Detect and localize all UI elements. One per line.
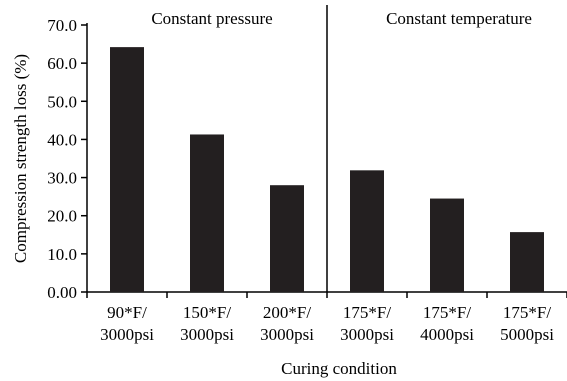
x-axis: [86, 291, 567, 298]
y-tick-label: 0.00: [47, 283, 77, 302]
y-tick-label: 70.0: [47, 16, 77, 35]
bar: [510, 232, 544, 292]
x-tick-label: 200*F/3000psi: [260, 303, 314, 344]
y-axis-label: Compression strength loss (%): [11, 54, 30, 263]
x-tick-label: 150*F/3000psi: [180, 303, 234, 344]
y-tick-label: 30.0: [47, 169, 77, 188]
x-tick-labels: 90*F/3000psi 150*F/3000psi 200*F/3000psi 17…: [100, 303, 554, 344]
y-tick-label: 20.0: [47, 207, 77, 226]
group-label-constant-pressure: Constant pressure: [151, 9, 272, 28]
y-tick-label: 60.0: [47, 54, 77, 73]
bar: [350, 170, 384, 292]
x-tick-label: 175*F/4000psi: [420, 303, 474, 344]
x-tick-label: 90*F/3000psi: [100, 303, 154, 344]
x-axis-label: Curing condition: [281, 359, 397, 378]
group-label-constant-temperature: Constant temperature: [386, 9, 532, 28]
bar: [190, 134, 224, 292]
bar: [430, 198, 464, 292]
y-tick-label: 50.0: [47, 92, 77, 111]
bars: [110, 47, 544, 292]
bar: [110, 47, 144, 292]
y-axis: 0.00 10.0 20.0 30.0 40.0 50.0 60.0 70.0: [47, 16, 88, 302]
y-tick-label: 40.0: [47, 130, 77, 149]
y-tick-label: 10.0: [47, 245, 77, 264]
x-tick-label: 175*F/5000psi: [500, 303, 554, 344]
x-tick-label: 175*F/3000psi: [340, 303, 394, 344]
bar: [270, 185, 304, 292]
